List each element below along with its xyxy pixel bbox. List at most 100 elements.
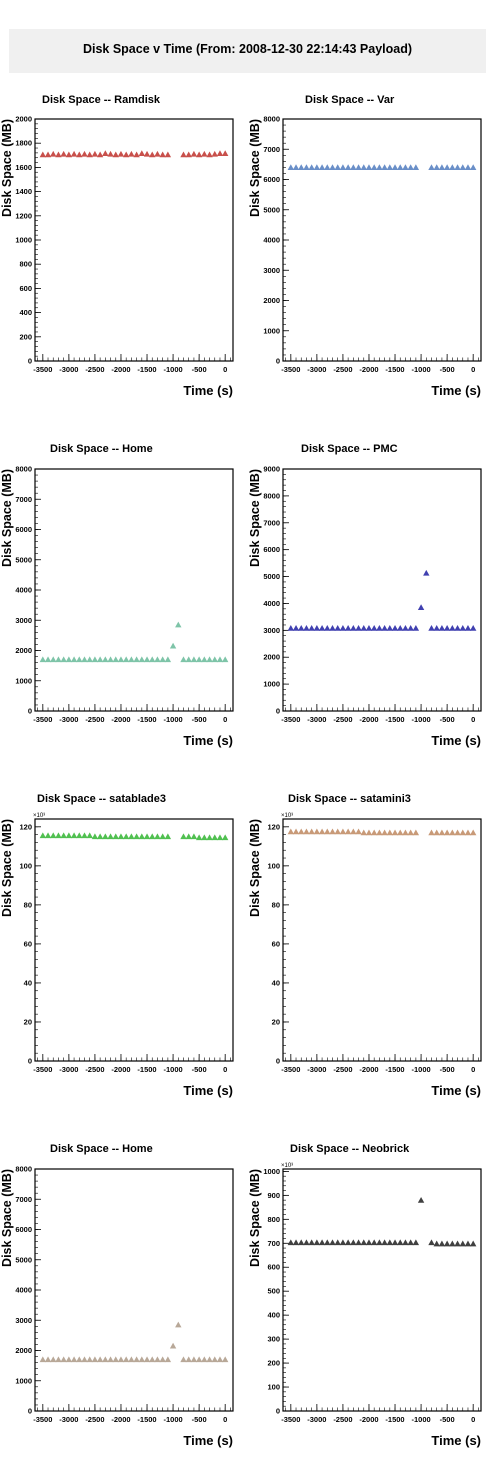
data-point (70, 656, 78, 663)
data-point (459, 624, 466, 631)
y-tick-label: 7000 (15, 495, 32, 504)
data-point (391, 829, 399, 836)
data-point (324, 828, 331, 835)
data-point (454, 164, 461, 170)
data-point (107, 656, 114, 663)
data-point (50, 656, 57, 663)
data-point (324, 624, 331, 631)
data-point (96, 151, 104, 158)
data-point (70, 150, 78, 157)
x-tick-label: -2500 (85, 715, 104, 724)
data-point (339, 624, 347, 631)
data-point (464, 164, 472, 170)
y-tick-label: 7000 (15, 1195, 32, 1204)
chart-title: Disk Space -- Home (50, 1143, 153, 1155)
data-point (112, 151, 119, 158)
data-point (428, 624, 435, 631)
plot-frame (282, 118, 482, 362)
x-tick-label: -1000 (411, 1415, 430, 1424)
data-point (469, 1240, 477, 1247)
data-point (360, 1239, 367, 1246)
y-tick-label: 600 (19, 284, 32, 293)
data-point (128, 656, 135, 663)
x-tick-label: -500 (440, 1415, 455, 1424)
data-point (180, 1356, 187, 1363)
data-point (287, 624, 295, 631)
data-point (195, 1356, 203, 1363)
y-tick-label: 8000 (263, 491, 280, 500)
y-tick-label: 20 (272, 1017, 280, 1026)
data-point (221, 150, 229, 157)
y-axis-label: Disk Space (MB) (248, 469, 262, 567)
data-point (402, 624, 409, 631)
data-point (365, 624, 373, 631)
data-point (334, 624, 341, 631)
data-point (39, 832, 47, 839)
data-point (469, 164, 477, 170)
data-series (39, 832, 229, 841)
y-tick-label: 0 (276, 357, 280, 366)
data-point (433, 624, 440, 631)
data-point (138, 833, 146, 840)
data-point (143, 656, 151, 663)
y-tick-label: 3000 (263, 266, 280, 275)
data-point (60, 1356, 67, 1363)
data-point (313, 828, 321, 835)
x-tick-label: 0 (471, 1065, 475, 1074)
plot-frame (34, 1168, 234, 1412)
data-point (412, 624, 420, 631)
y-tick-label: 4000 (15, 586, 32, 595)
data-series (39, 1321, 229, 1363)
chart-panel-2: Disk Space -- Var 0 1000 2000 3000 4000 5000 60… (248, 94, 482, 398)
y-tick-label: 6000 (263, 175, 280, 184)
data-point (407, 1239, 414, 1246)
data-point (180, 656, 187, 663)
x-tick-label: -3000 (59, 365, 78, 374)
data-point (438, 829, 446, 836)
data-point (164, 1356, 172, 1363)
data-point (412, 829, 420, 836)
data-point (81, 656, 88, 663)
data-point (360, 164, 367, 170)
data-point (381, 164, 388, 170)
data-point (433, 1240, 440, 1247)
data-point (96, 833, 104, 840)
data-point (438, 164, 446, 170)
x-tick-label: -3000 (307, 365, 326, 374)
data-point (308, 164, 315, 170)
data-point (112, 833, 119, 840)
plot-frame (282, 818, 482, 1062)
data-point (324, 1239, 331, 1246)
data-point (459, 829, 466, 836)
x-tick-label: 0 (471, 1415, 475, 1424)
data-point (133, 1356, 140, 1363)
data-point (298, 164, 305, 170)
y-tick-label: 1400 (15, 187, 32, 196)
data-point (96, 656, 104, 663)
y-tick-label: 0 (28, 1057, 32, 1066)
x-tick-label: -3500 (281, 715, 300, 724)
x-tick-label: -500 (192, 1065, 207, 1074)
y-tick-label: 200 (267, 1359, 280, 1368)
y-tick-label: 800 (267, 1215, 280, 1224)
data-point (55, 1356, 62, 1363)
x-axis-label: Time (s) (183, 733, 233, 748)
x-axis-label: Time (s) (431, 1083, 481, 1098)
y-axis-label: Disk Space (MB) (248, 819, 262, 917)
y-tick-label: 2000 (15, 115, 32, 124)
data-point (303, 164, 310, 170)
data-point (423, 569, 430, 576)
data-point (211, 1356, 218, 1363)
data-point (107, 150, 114, 157)
data-point (169, 1342, 177, 1349)
y-multiplier-label: ×10³ (33, 813, 45, 819)
x-tick-label: -500 (440, 1065, 455, 1074)
data-point (164, 833, 172, 840)
data-point (216, 150, 224, 157)
data-point (50, 150, 57, 157)
data-point (464, 1240, 472, 1247)
data-point (221, 656, 229, 663)
data-point (292, 1239, 300, 1246)
y-axis-label: Disk Space (MB) (0, 469, 14, 567)
